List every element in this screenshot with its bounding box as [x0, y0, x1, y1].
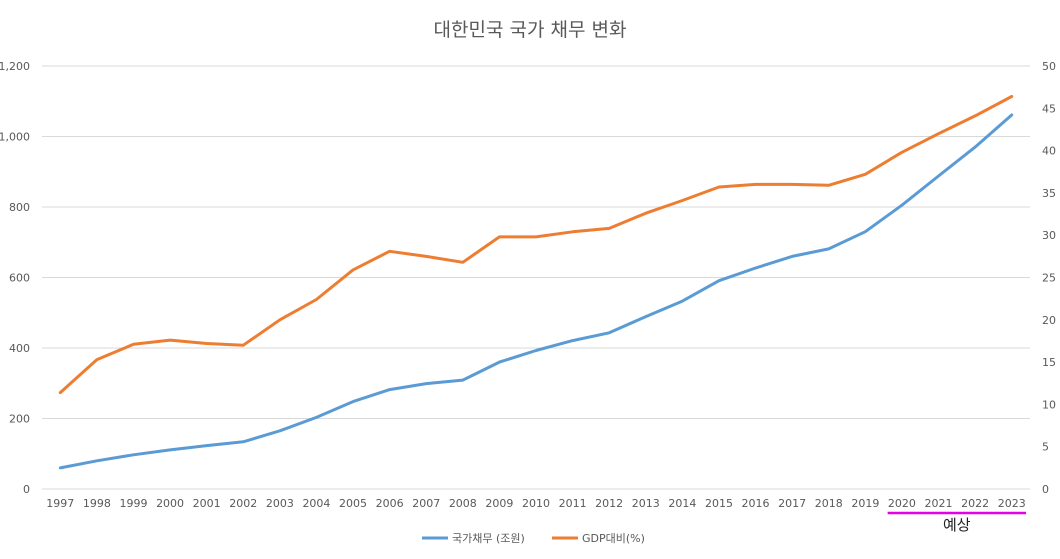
- legend: 국가채무 (조원) GDP대비(%): [422, 532, 645, 545]
- x-tick-label: 2014: [668, 497, 696, 510]
- right-y-axis: 0 5 10 15 20 25 30 35 40 45 50: [1042, 60, 1056, 496]
- x-tick-label: 2011: [559, 497, 587, 510]
- x-tick-label: 2004: [302, 497, 330, 510]
- right-tick-label: 25: [1042, 272, 1056, 285]
- legend-item-debt: 국가채무 (조원): [422, 532, 525, 545]
- x-tick-label: 2005: [339, 497, 367, 510]
- x-tick-label: 1999: [119, 497, 147, 510]
- legend-label-gdp-ratio: GDP대비(%): [582, 532, 645, 545]
- left-tick-label: 800: [9, 201, 30, 214]
- x-tick-label: 2006: [376, 497, 404, 510]
- right-tick-label: 35: [1042, 187, 1056, 200]
- x-axis: 1997 1998 1999 2000 2001 2002 2003 2004 2005 2006…: [46, 497, 1025, 510]
- x-tick-label: 2018: [815, 497, 843, 510]
- right-tick-label: 50: [1042, 60, 1056, 73]
- x-tick-label: 2019: [851, 497, 879, 510]
- left-tick-label: 600: [9, 272, 30, 285]
- gridlines: [42, 65, 1030, 490]
- series-line-gdp-ratio: [58, 95, 1014, 395]
- series-line-debt: [58, 113, 1014, 470]
- right-tick-label: 20: [1042, 314, 1056, 327]
- right-tick-label: 45: [1042, 102, 1056, 115]
- x-tick-label: 2022: [961, 497, 989, 510]
- series-layer: [58, 95, 1014, 470]
- x-tick-label: 1998: [83, 497, 111, 510]
- forecast-label: 예상: [943, 516, 971, 534]
- legend-item-gdp-ratio: GDP대비(%): [552, 532, 645, 545]
- right-tick-label: 0: [1042, 483, 1049, 496]
- x-tick-label: 2000: [156, 497, 184, 510]
- x-tick-label: 2007: [412, 497, 440, 510]
- x-tick-label: 2002: [229, 497, 257, 510]
- left-y-axis: 0 200 400 600 800 1,000 1,200: [0, 60, 30, 496]
- right-tick-label: 10: [1042, 398, 1056, 411]
- x-tick-label: 2023: [998, 497, 1026, 510]
- x-tick-label: 2003: [266, 497, 294, 510]
- x-tick-label: 1997: [46, 497, 74, 510]
- x-tick-label: 2021: [925, 497, 953, 510]
- forecast-annotation: 예상: [887, 511, 1026, 534]
- left-tick-label: 400: [9, 342, 30, 355]
- left-tick-label: 0: [23, 483, 30, 496]
- x-tick-label: 2016: [742, 497, 770, 510]
- left-tick-label: 1,000: [0, 131, 30, 144]
- left-tick-label: 1,200: [0, 60, 30, 73]
- x-tick-label: 2009: [485, 497, 513, 510]
- right-tick-label: 5: [1042, 441, 1049, 454]
- x-tick-label: 2015: [705, 497, 733, 510]
- x-tick-label: 2020: [888, 497, 916, 510]
- x-tick-label: 2012: [595, 497, 623, 510]
- right-tick-label: 40: [1042, 145, 1056, 158]
- right-tick-label: 30: [1042, 229, 1056, 242]
- x-tick-label: 2013: [632, 497, 660, 510]
- x-tick-label: 2017: [778, 497, 806, 510]
- right-tick-label: 15: [1042, 356, 1056, 369]
- x-tick-label: 2008: [449, 497, 477, 510]
- x-tick-label: 2001: [193, 497, 221, 510]
- chart-title: 대한민국 국가 채무 변화: [434, 19, 627, 41]
- legend-label-debt: 국가채무 (조원): [452, 532, 525, 545]
- left-tick-label: 200: [9, 413, 30, 426]
- x-tick-label: 2010: [522, 497, 550, 510]
